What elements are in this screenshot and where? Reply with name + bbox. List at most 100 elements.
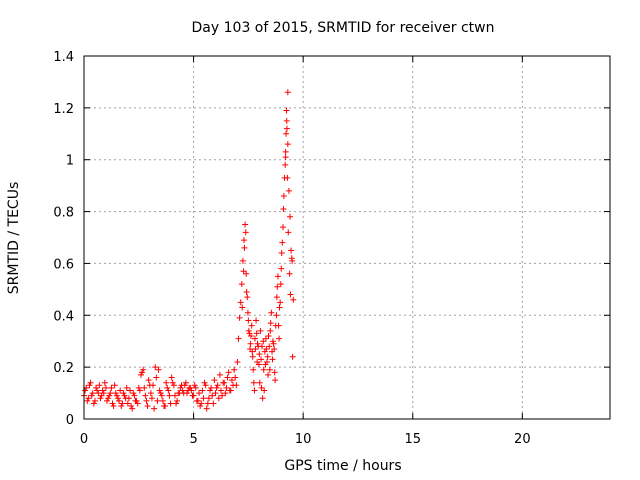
data-point <box>228 377 235 384</box>
data-point <box>174 397 181 404</box>
y-tick-label: 1.2 <box>53 102 74 117</box>
data-point <box>135 384 142 391</box>
data-point <box>264 353 271 360</box>
data-point <box>93 384 100 391</box>
data-point <box>236 314 243 321</box>
data-point <box>271 369 278 376</box>
data-point <box>242 221 249 228</box>
data-point <box>85 395 92 402</box>
data-point <box>272 377 279 384</box>
data-point <box>180 390 187 397</box>
y-tick-label: 1.4 <box>53 50 74 65</box>
x-tick-label: 10 <box>295 432 312 447</box>
data-point <box>283 107 290 114</box>
data-point <box>148 395 155 402</box>
data-point <box>284 89 291 96</box>
data-points <box>81 89 297 412</box>
data-point <box>182 379 189 386</box>
data-point <box>134 400 141 407</box>
data-point <box>90 400 97 407</box>
data-point <box>232 374 239 381</box>
data-point <box>112 390 119 397</box>
data-point <box>137 371 144 378</box>
data-point <box>117 387 124 394</box>
data-point <box>244 309 251 316</box>
data-point <box>216 371 223 378</box>
data-point <box>95 390 102 397</box>
data-point <box>191 382 198 389</box>
y-tick-label: 0 <box>66 413 74 428</box>
data-point <box>258 356 265 363</box>
data-point <box>125 395 132 402</box>
data-point <box>262 361 269 368</box>
axis-ticks: 0 0.2 0.4 0.6 0.8 1 1.2 1.4 0 5 10 15 20 <box>53 50 610 447</box>
data-point <box>282 148 289 155</box>
data-point <box>256 351 263 358</box>
data-point <box>266 343 273 350</box>
data-point <box>141 384 148 391</box>
data-point <box>86 382 93 389</box>
data-point <box>178 382 185 389</box>
data-point <box>130 390 137 397</box>
data-point <box>123 384 130 391</box>
data-point <box>87 379 94 386</box>
data-point <box>290 296 297 303</box>
y-tick-label: 0.2 <box>53 361 74 376</box>
data-point <box>91 397 98 404</box>
data-point <box>288 247 295 254</box>
data-point <box>220 379 227 386</box>
data-point <box>127 387 134 394</box>
data-point <box>196 390 203 397</box>
x-tick-label: 0 <box>80 432 88 447</box>
data-point <box>169 379 176 386</box>
data-point <box>242 229 249 236</box>
data-point <box>113 392 120 399</box>
data-point <box>265 333 272 340</box>
data-point <box>253 317 260 324</box>
data-point <box>202 382 209 389</box>
data-point <box>144 403 151 410</box>
data-point <box>280 205 287 212</box>
data-point <box>193 397 200 404</box>
data-point <box>261 387 268 394</box>
data-point <box>129 405 136 412</box>
data-point <box>204 400 211 407</box>
chart-title: Day 103 of 2015, SRMTID for receiver ctw… <box>192 20 495 36</box>
data-point <box>262 335 269 342</box>
data-point <box>154 397 161 404</box>
data-point <box>151 405 158 412</box>
data-point <box>223 384 230 391</box>
data-point <box>99 387 106 394</box>
data-point <box>189 392 196 399</box>
data-point <box>136 387 143 394</box>
data-point <box>116 397 123 404</box>
data-point <box>289 353 296 360</box>
data-point <box>260 338 267 345</box>
data-point <box>131 392 138 399</box>
y-axis-label: SRMTID / TECUs <box>6 182 22 295</box>
y-tick-label: 0.4 <box>53 309 74 324</box>
data-point <box>279 239 286 246</box>
data-point <box>120 390 127 397</box>
data-point <box>270 340 277 347</box>
data-point <box>250 366 257 373</box>
data-point <box>142 392 149 399</box>
data-point <box>219 392 226 399</box>
data-point <box>96 382 103 389</box>
data-point <box>274 273 281 280</box>
data-point <box>192 384 199 391</box>
data-point <box>234 358 241 365</box>
data-point <box>282 161 289 168</box>
data-point <box>97 395 104 402</box>
data-point <box>256 379 263 386</box>
data-point <box>243 270 250 277</box>
data-point <box>88 392 95 399</box>
data-point <box>231 366 238 373</box>
x-tick-label: 5 <box>189 432 197 447</box>
data-point <box>217 387 224 394</box>
data-point <box>265 371 272 378</box>
data-point <box>207 387 214 394</box>
data-point <box>158 392 165 399</box>
data-point <box>106 392 113 399</box>
